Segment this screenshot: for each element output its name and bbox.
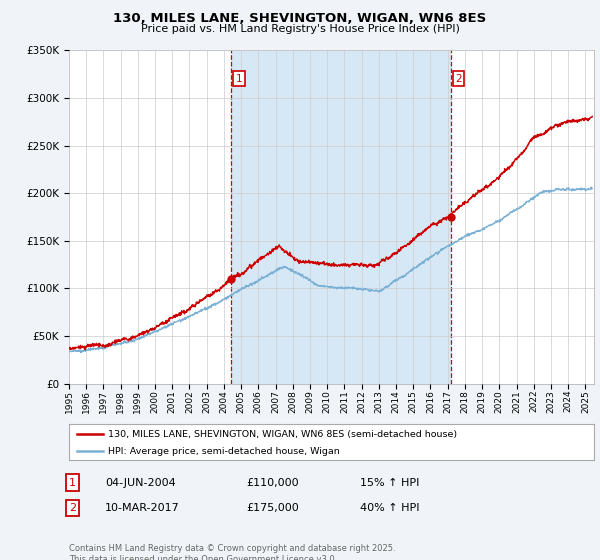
Text: 2: 2 (69, 503, 76, 513)
Text: 130, MILES LANE, SHEVINGTON, WIGAN, WN6 8ES (semi-detached house): 130, MILES LANE, SHEVINGTON, WIGAN, WN6 … (109, 430, 458, 438)
Text: 04-JUN-2004: 04-JUN-2004 (105, 478, 176, 488)
Text: Contains HM Land Registry data © Crown copyright and database right 2025.
This d: Contains HM Land Registry data © Crown c… (69, 544, 395, 560)
Text: 40% ↑ HPI: 40% ↑ HPI (360, 503, 419, 513)
Bar (231, 50, 451, 384)
Text: 10-MAR-2017: 10-MAR-2017 (105, 503, 180, 513)
Text: 2: 2 (455, 74, 462, 84)
Text: Price paid vs. HM Land Registry's House Price Index (HPI): Price paid vs. HM Land Registry's House … (140, 24, 460, 34)
Text: HPI: Average price, semi-detached house, Wigan: HPI: Average price, semi-detached house,… (109, 447, 340, 456)
Text: 130, MILES LANE, SHEVINGTON, WIGAN, WN6 8ES: 130, MILES LANE, SHEVINGTON, WIGAN, WN6 … (113, 12, 487, 25)
Text: 1: 1 (69, 478, 76, 488)
Text: 15% ↑ HPI: 15% ↑ HPI (360, 478, 419, 488)
Text: £175,000: £175,000 (246, 503, 299, 513)
Text: £110,000: £110,000 (246, 478, 299, 488)
Text: 1: 1 (235, 74, 242, 84)
